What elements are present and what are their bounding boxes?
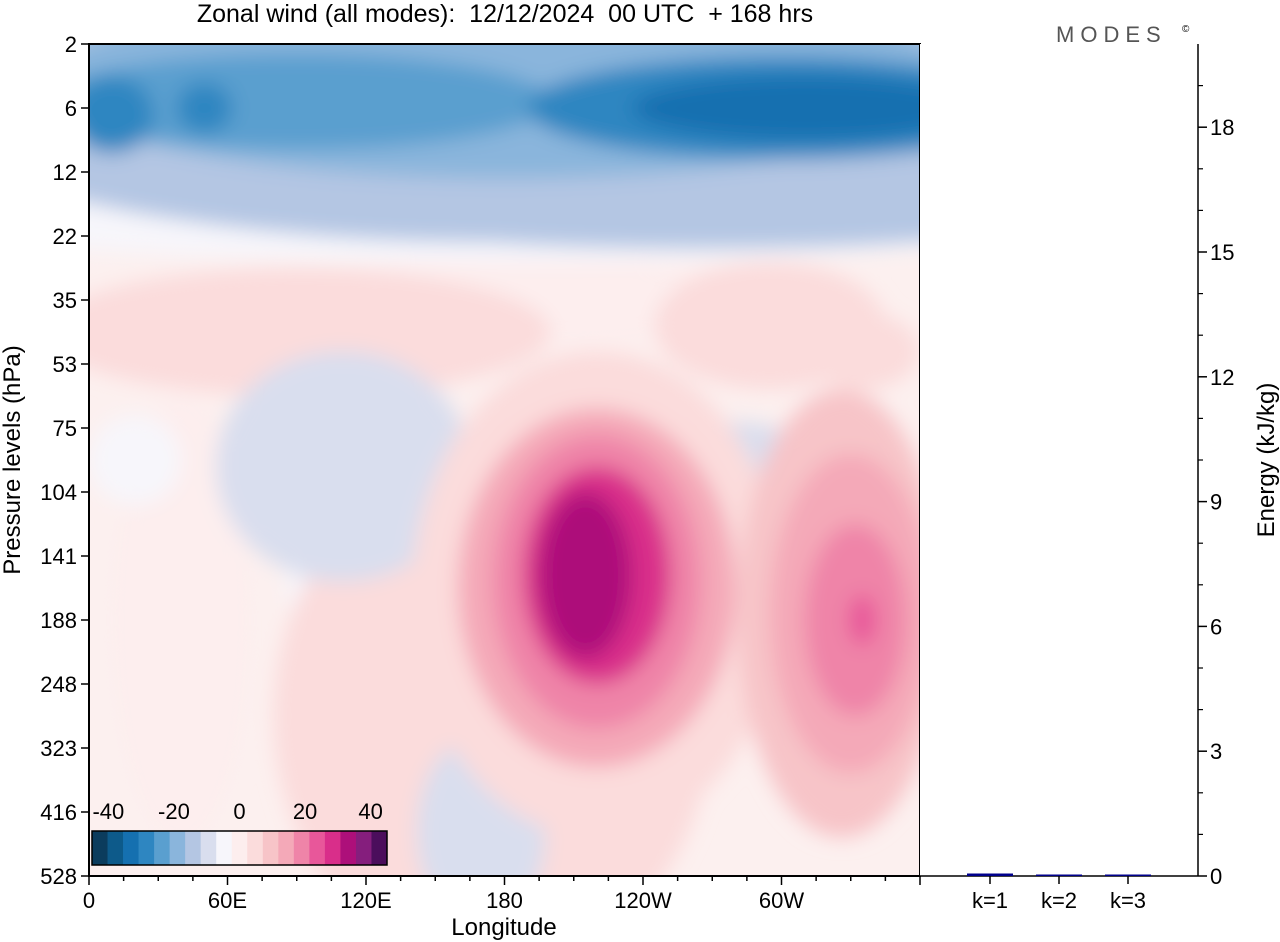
energy-bar [1105, 874, 1151, 876]
energy-panel: 0 3 6 9 12 15 18 k=1 k=2 k=3 [920, 44, 1234, 913]
heatmap-contours [89, 44, 920, 876]
y-tick-label: 528 [40, 864, 77, 889]
y-tick-label: 248 [40, 672, 77, 697]
wind-contour [215, 351, 470, 582]
colorbar-tick-label: -40 [92, 799, 124, 824]
x-tick-label: 60E [208, 888, 247, 913]
colorbar-tick-label: -20 [158, 799, 190, 824]
energy-tick-label: 9 [1210, 490, 1222, 515]
y-tick-label: 104 [40, 480, 77, 505]
energy-tick-label: 18 [1210, 115, 1234, 140]
y-tick-label: 12 [53, 160, 77, 185]
colorbar-cell [324, 831, 341, 865]
colorbar-cell [107, 831, 124, 865]
energy-tick-label: 15 [1210, 240, 1234, 265]
energy-category-label: k=3 [1110, 888, 1146, 913]
colorbar-cell [185, 831, 202, 865]
colorbar-cell [309, 831, 326, 865]
wind-contour [89, 76, 154, 153]
x-axis-label: Longitude [451, 914, 556, 941]
colorbar-cell [169, 831, 186, 865]
x-tick-label: 0 [83, 888, 95, 913]
energy-category-label: k=2 [1041, 888, 1077, 913]
energy-tick-label: 6 [1210, 614, 1222, 639]
colorbar-cell [355, 831, 372, 865]
y-tick-label: 416 [40, 800, 77, 825]
colorbar-cell [138, 831, 155, 865]
wind-contour [539, 492, 632, 659]
y-tick-label: 53 [53, 352, 77, 377]
wind-contour [654, 261, 886, 390]
colorbar-cell [340, 831, 357, 865]
wind-contour [848, 594, 877, 646]
wind-contour [112, 396, 251, 844]
y-tick-label: 75 [53, 416, 77, 441]
colorbar-cell [371, 831, 388, 865]
x-tick-label: 60W [759, 888, 804, 913]
y-axis-label: Pressure levels (hPa) [0, 345, 26, 574]
colorbar-cell [247, 831, 264, 865]
y-tick-label: 35 [53, 288, 77, 313]
x-tick-label: 120E [340, 888, 391, 913]
y-tick-label: 188 [40, 608, 77, 633]
y-tick-label: 22 [53, 224, 77, 249]
chart-title: Zonal wind (all modes): 12/12/2024 00 UT… [197, 0, 813, 28]
colorbar-cell [231, 831, 248, 865]
heatmap-field [89, 44, 920, 876]
colorbar-tick-label: 0 [233, 799, 245, 824]
colorbar-cell [123, 831, 139, 865]
y-tick-label: 323 [40, 736, 77, 761]
energy-axis-label: Energy (kJ/kg) [1253, 383, 1280, 538]
modes-logo: MODES [1056, 22, 1167, 47]
energy-tick-label: 0 [1210, 864, 1222, 889]
energy-bar [1036, 874, 1082, 876]
copyright-mark: © [1182, 24, 1190, 35]
energy-category-label: k=1 [972, 888, 1008, 913]
colorbar-cell [154, 831, 171, 865]
y-tick-label: 141 [40, 544, 77, 569]
wind-contour [354, 184, 920, 249]
colorbar-cell [262, 831, 279, 865]
colorbar-tick-label: 40 [358, 799, 382, 824]
colorbar-cell [92, 831, 108, 865]
wind-contour [89, 415, 182, 505]
x-tick-label: 180 [486, 888, 523, 913]
wind-contour [176, 82, 233, 134]
colorbar-cell [293, 831, 310, 865]
wind-contour [89, 268, 551, 396]
colorbar-tick-label: 20 [293, 799, 317, 824]
heatmap-panel: 2 6 12 22 35 53 75 104 141 188 248 323 416 528 0 60E 12… [40, 32, 921, 913]
wind-contour [631, 76, 920, 140]
energy-tick-label: 3 [1210, 739, 1222, 764]
colorbar: -40 -20 0 20 40 [91, 799, 388, 866]
y-tick-label: 2 [65, 32, 77, 57]
energy-tick-label: 12 [1210, 365, 1234, 390]
energy-bar [967, 873, 1013, 876]
x-tick-label: 120W [614, 888, 672, 913]
colorbar-cell [216, 831, 233, 865]
colorbar-cell [278, 831, 295, 865]
y-tick-label: 6 [65, 96, 77, 121]
colorbar-cell [200, 831, 217, 865]
